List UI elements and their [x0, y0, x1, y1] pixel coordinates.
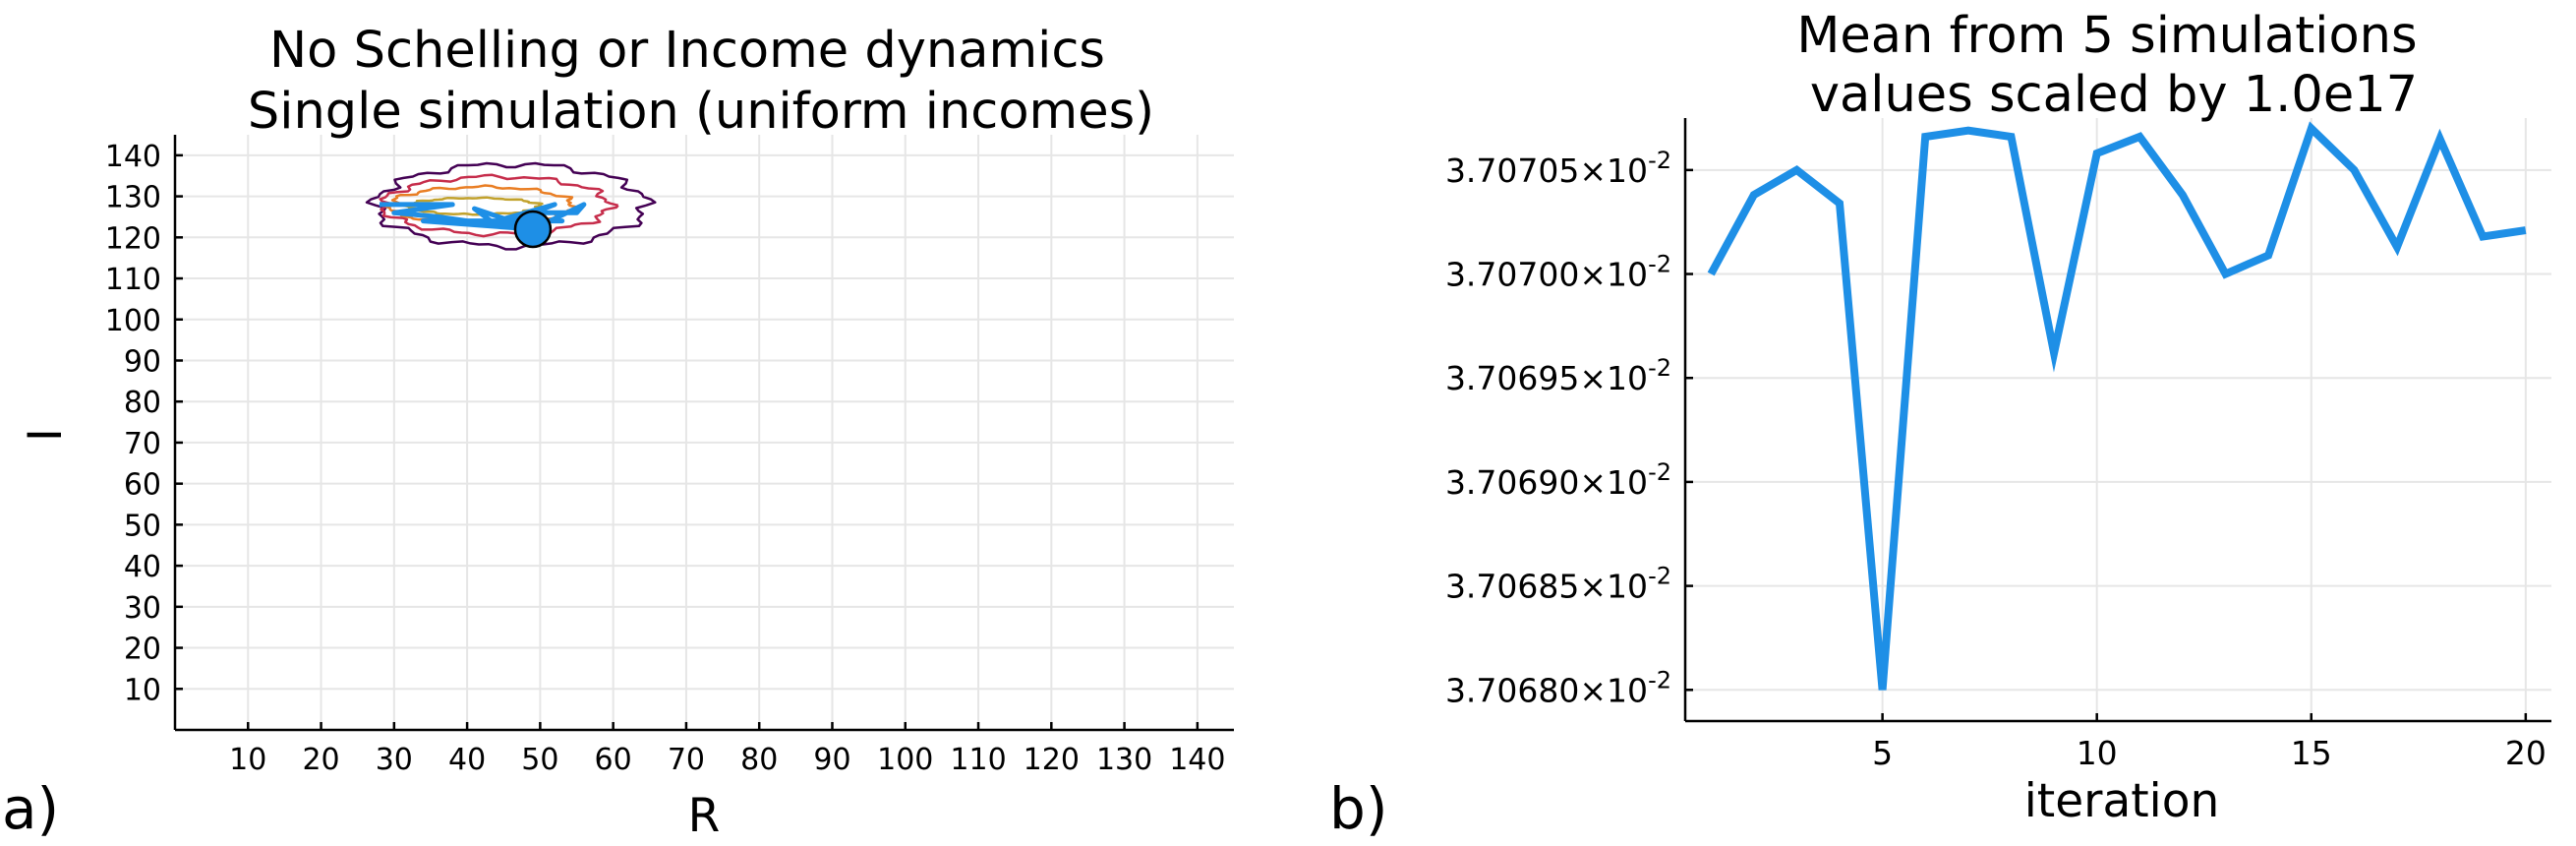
chart-b-x-tick-label: 5: [1872, 734, 1893, 772]
chart-b-y-tick-label: 3.70695×10-2: [1445, 354, 1671, 397]
chart-b-y-tick-times: ×10: [1579, 151, 1648, 190]
chart-b-y-tick-exponent: -2: [1648, 563, 1671, 590]
chart-a-x-tick-label: 90: [813, 743, 850, 777]
chart-a-y-tick-label: 90: [124, 344, 161, 379]
chart-b-y-tick-label: 3.70705×10-2: [1445, 147, 1671, 190]
chart-a-title-line-1: No Schelling or Income dynamics: [269, 22, 1105, 80]
chart-a-x-tick-label: 60: [595, 743, 632, 777]
chart-a-y-tick-label: 120: [105, 221, 161, 256]
chart-a-y-tick-label: 140: [105, 140, 161, 174]
chart-b-y-tick-exponent: -2: [1648, 666, 1671, 694]
chart-a-y-tick-label: 30: [124, 591, 161, 626]
chart-b-y-tick-times: ×10: [1579, 463, 1648, 502]
chart-a-y-tick-label: 70: [124, 427, 161, 461]
chart-a-x-tick-label: 10: [229, 743, 266, 777]
chart-b-y-tick-mantissa: 3.70700: [1445, 256, 1579, 294]
chart-b-y-tick-mantissa: 3.70690: [1445, 463, 1579, 502]
chart-b-y-tick-label: 3.70680×10-2: [1445, 666, 1671, 709]
chart-a-x-tick-label: 120: [1024, 743, 1080, 777]
chart-a-y-tick-label: 100: [105, 304, 161, 338]
chart-a-y-tick-label: 20: [124, 633, 161, 667]
chart-a-x-tick-label: 110: [950, 743, 1006, 777]
chart-b-y-tick-exponent: -2: [1648, 354, 1671, 382]
chart-b-x-tick-label: 20: [2505, 734, 2547, 772]
chart-b-y-tick-exponent: -2: [1648, 147, 1671, 174]
chart-a-y-tick-label: 10: [124, 673, 161, 707]
chart-b-title-line-2: values scaled by 1.0e17: [1810, 66, 2418, 124]
panel-label-b: b): [1329, 775, 1387, 842]
chart-b-y-tick-mantissa: 3.70685: [1445, 568, 1579, 606]
chart-a-y-tick-label: 110: [105, 263, 161, 297]
chart-b-y-tick-times: ×10: [1579, 256, 1648, 294]
chart-b-x-axis-label: iteration: [2024, 774, 2220, 828]
chart-a-y-tick-label: 40: [124, 550, 161, 584]
chart-a-y-tick-label: 80: [124, 386, 161, 420]
chart-b-y-tick-times: ×10: [1579, 671, 1648, 709]
chart-a-x-tick-label: 50: [521, 743, 558, 777]
chart-b-series-line: [1707, 121, 2527, 691]
chart-a-x-tick-label: 40: [448, 743, 486, 777]
chart-a-x-tick-label: 80: [740, 743, 778, 777]
chart-a-y-axis-label: I: [19, 428, 73, 442]
chart-b: Mean from 5 simulations values scaled by…: [1445, 7, 2551, 828]
chart-a: No Schelling or Income dynamics Single s…: [19, 22, 1234, 843]
chart-b-y-tick-mantissa: 3.70705: [1445, 151, 1579, 190]
chart-a-title-line-2: Single simulation (uniform incomes): [248, 83, 1154, 141]
chart-a-x-tick-label: 100: [877, 743, 933, 777]
chart-a-x-tick-label: 20: [302, 743, 339, 777]
chart-a-x-tick-label: 130: [1096, 743, 1152, 777]
chart-a-contour-line: [365, 161, 657, 251]
chart-a-y-tick-label: 60: [124, 468, 161, 503]
chart-b-y-tick-times: ×10: [1579, 568, 1648, 606]
chart-a-y-tick-label: 130: [105, 181, 161, 215]
chart-b-title-line-1: Mean from 5 simulations: [1796, 7, 2417, 65]
chart-b-x-tick-label: 15: [2291, 734, 2332, 772]
chart-b-x-tick-label: 10: [2077, 734, 2118, 772]
chart-a-x-tick-label: 140: [1169, 743, 1225, 777]
chart-a-y-tick-label: 50: [124, 509, 161, 543]
chart-a-trajectory-line: [380, 202, 587, 232]
chart-b-y-tick-label: 3.70700×10-2: [1445, 251, 1671, 294]
chart-b-y-tick-exponent: -2: [1648, 251, 1671, 278]
chart-b-y-tick-label: 3.70690×10-2: [1445, 458, 1671, 502]
chart-a-x-tick-label: 30: [376, 743, 413, 777]
chart-b-y-tick-times: ×10: [1579, 359, 1648, 397]
chart-b-y-tick-exponent: -2: [1648, 458, 1671, 486]
chart-b-y-tick-mantissa: 3.70695: [1445, 359, 1579, 397]
chart-b-y-tick-mantissa: 3.70680: [1445, 671, 1579, 709]
chart-a-marker-point: [513, 210, 553, 249]
chart-a-x-axis-label: R: [688, 789, 721, 843]
chart-a-x-tick-label: 70: [668, 743, 705, 777]
chart-b-y-tick-label: 3.70685×10-2: [1445, 563, 1671, 606]
panel-label-a: a): [2, 775, 59, 842]
